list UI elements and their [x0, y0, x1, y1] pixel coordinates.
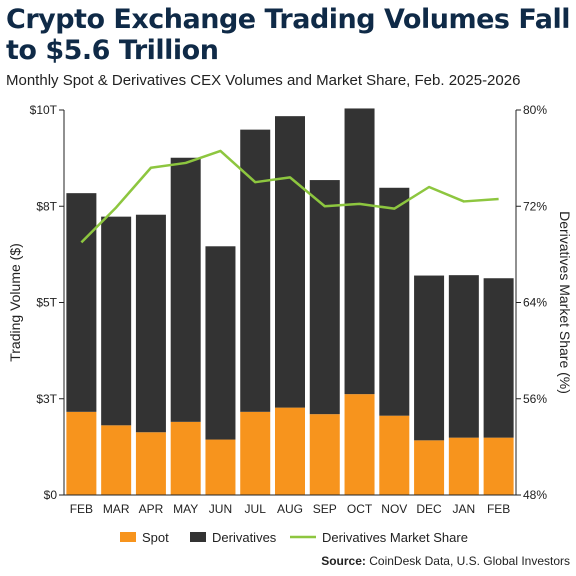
x-tick-label: DEC — [416, 502, 442, 516]
bar-derivatives — [170, 157, 201, 422]
y-tick-label-left: $8T — [36, 199, 57, 213]
bar-spot — [379, 415, 410, 495]
bar-derivatives — [66, 193, 97, 412]
chart-subtitle: Monthly Spot & Derivatives CEX Volumes a… — [6, 72, 521, 89]
bar-derivatives — [414, 275, 445, 441]
bar-spot — [483, 437, 514, 495]
x-tick-label: MAR — [103, 502, 130, 516]
source-note: Source: CoinDesk Data, U.S. Global Inves… — [321, 554, 570, 568]
x-tick-label: JUL — [245, 502, 267, 516]
bar-derivatives — [275, 116, 305, 408]
legend-label: Derivatives — [212, 530, 277, 545]
bar-derivatives — [135, 214, 166, 433]
x-tick-label: MAY — [173, 502, 198, 516]
bar-derivatives — [483, 278, 514, 438]
y-tick-label-left: $3T — [36, 392, 57, 406]
x-tick-label: JAN — [453, 502, 476, 516]
x-tick-label: FEB — [70, 502, 93, 516]
bar-spot — [66, 411, 97, 495]
x-tick-label: OCT — [347, 502, 373, 516]
bar-spot — [309, 414, 340, 495]
bar-spot — [240, 411, 271, 495]
y-tick-label-left: $5T — [36, 296, 57, 310]
y-tick-label-right: 80% — [523, 103, 547, 117]
legend-label: Spot — [142, 530, 169, 545]
source-text: CoinDesk Data, U.S. Global Investors — [369, 554, 570, 568]
bar-derivatives — [309, 180, 340, 415]
y-axis-title-right: Derivatives Market Share (%) — [557, 211, 573, 394]
bar-spot — [170, 421, 201, 495]
legend-swatch — [120, 532, 136, 542]
x-tick-label: FEB — [487, 502, 510, 516]
bar-spot — [414, 440, 445, 495]
x-tick-label: AUG — [277, 502, 303, 516]
bar-spot — [135, 432, 166, 495]
chart-title: Crypto Exchange Trading Volumes Fall to … — [6, 4, 570, 66]
bar-derivatives — [379, 187, 410, 416]
bar-derivatives — [205, 246, 236, 440]
y-tick-label-right: 64% — [523, 296, 547, 310]
chart-area: $0 $3T $5T $8T $10T 48% 56% 64% 72% 80% FEB MAR APR M… — [7, 103, 573, 545]
bar-spot — [101, 425, 132, 495]
bar-spot — [205, 439, 236, 495]
bar-derivatives — [240, 129, 271, 412]
legend-swatch — [190, 532, 206, 542]
x-tick-label: APR — [139, 502, 164, 516]
share-line — [80, 149, 499, 244]
legend: Spot Derivatives Derivatives Market Share — [120, 530, 468, 545]
legend-label: Derivatives Market Share — [322, 530, 468, 545]
bar-derivatives — [448, 275, 479, 438]
x-tick-label: JUN — [209, 502, 232, 516]
bar-derivatives — [101, 216, 132, 426]
bar-spot — [344, 394, 375, 495]
share-line-group — [80, 149, 499, 244]
bar-spot — [448, 437, 479, 495]
bar-derivatives — [344, 108, 375, 395]
x-tick-label: SEP — [313, 502, 337, 516]
axes-group: $0 $3T $5T $8T $10T 48% 56% 64% 72% 80% FEB MAR APR M… — [7, 103, 573, 516]
y-axis-title-left: Trading Volume ($) — [7, 243, 23, 362]
y-tick-label-left: $10T — [30, 103, 58, 117]
y-tick-label-right: 56% — [523, 392, 547, 406]
y-tick-label-right: 48% — [523, 488, 547, 502]
x-tick-label: NOV — [381, 502, 407, 516]
bar-spot — [275, 407, 305, 495]
y-tick-label-left: $0 — [44, 488, 58, 502]
y-tick-label-right: 72% — [523, 199, 547, 213]
source-label: Source: — [321, 554, 366, 568]
bar-group — [66, 108, 514, 495]
